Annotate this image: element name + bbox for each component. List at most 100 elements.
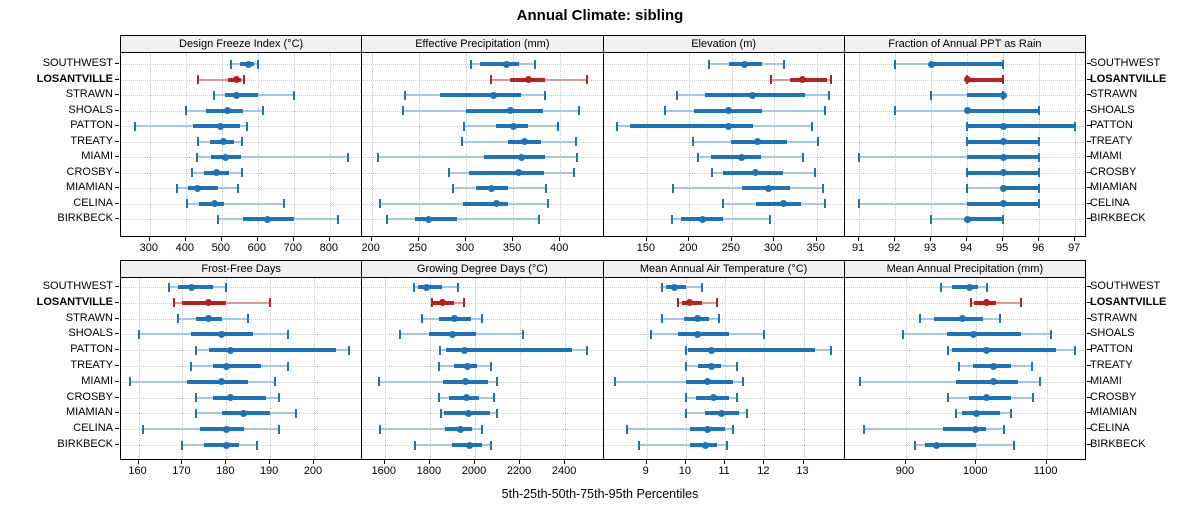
- median-dot-50th: [753, 138, 761, 145]
- median-dot-50th: [999, 184, 1007, 192]
- panel-plot-area: [843, 277, 1086, 460]
- cap-5th: [940, 282, 943, 292]
- row-label-left: CELINA: [73, 422, 113, 435]
- cap-95th: [586, 345, 589, 355]
- x-axis-tick-label: 180: [216, 465, 235, 477]
- median-dot-50th: [194, 184, 202, 192]
- cap-95th: [985, 282, 988, 292]
- interquartile-bar-25th-75th: [931, 62, 1004, 66]
- median-dot-50th: [506, 107, 514, 114]
- cap-95th: [490, 440, 493, 450]
- median-dot-50th: [999, 169, 1007, 176]
- vertical-gridline: [465, 53, 467, 236]
- interquartile-bar-25th-75th: [967, 108, 1040, 113]
- cap-5th: [626, 424, 629, 434]
- median-dot-50th: [457, 425, 465, 433]
- x-axis-tick-label: 1600: [371, 465, 397, 477]
- cap-5th: [914, 440, 917, 450]
- median-dot-50th: [701, 441, 709, 449]
- median-dot-50th: [717, 409, 725, 417]
- cap-95th: [830, 345, 833, 355]
- median-dot-50th: [463, 394, 471, 402]
- interquartile-bar-25th-75th: [967, 77, 1004, 82]
- y-axis-tick-left: [115, 333, 119, 335]
- x-axis-tick: [684, 460, 686, 464]
- row-label-right: PATTON: [1090, 119, 1133, 131]
- row-label-left: SHOALS: [68, 103, 113, 116]
- row-label-right: MIAMI: [1090, 374, 1122, 387]
- median-dot-50th: [515, 169, 523, 176]
- interquartile-bar-25th-75th: [789, 77, 827, 82]
- x-axis-tick: [269, 460, 271, 464]
- y-axis-tick-left: [115, 396, 119, 398]
- x-axis-tick: [417, 237, 419, 241]
- median-dot-50th: [487, 184, 495, 192]
- vertical-gridline: [384, 278, 386, 459]
- median-dot-50th: [989, 378, 997, 386]
- median-dot-50th: [999, 122, 1007, 130]
- row-label-left: BIRKBECK: [57, 438, 113, 450]
- median-dot-50th: [218, 330, 226, 338]
- cap-5th: [184, 106, 187, 115]
- y-axis-tick-right: [1087, 109, 1091, 111]
- vertical-gridline: [513, 53, 515, 236]
- cap-95th: [546, 199, 549, 208]
- interquartile-bar-25th-75th: [947, 332, 1022, 337]
- interquartile-bar-25th-75th: [629, 124, 753, 128]
- vertical-gridline: [1046, 278, 1048, 459]
- x-axis-tick-label: 160: [128, 465, 147, 477]
- y-axis-tick-right: [1087, 380, 1091, 382]
- median-dot-50th: [465, 409, 473, 417]
- median-dot-50th: [187, 283, 195, 291]
- cap-5th: [190, 361, 193, 371]
- x-axis-tick: [519, 460, 521, 464]
- x-axis-tick: [773, 237, 775, 241]
- interquartile-bar-25th-75th: [213, 364, 262, 368]
- median-dot-50th: [966, 283, 974, 291]
- cap-95th: [545, 183, 547, 193]
- interquartile-bar-25th-75th: [1003, 186, 1040, 190]
- row-label-left: STRAWN: [65, 88, 113, 100]
- horizontal-gridline: [362, 79, 602, 81]
- cap-95th: [1019, 298, 1022, 308]
- cap-95th: [225, 282, 228, 292]
- cap-5th: [413, 282, 416, 292]
- cap-5th: [439, 345, 442, 355]
- row-label-right: STRAWN: [1090, 88, 1138, 100]
- cap-95th: [745, 408, 748, 418]
- vertical-gridline: [774, 53, 776, 236]
- y-axis-tick-left: [115, 218, 119, 219]
- cap-5th: [684, 408, 687, 418]
- cap-95th: [1030, 361, 1033, 371]
- horizontal-gridline: [362, 302, 602, 304]
- median-dot-50th: [999, 91, 1007, 99]
- cap-5th: [894, 106, 897, 115]
- cap-5th: [177, 314, 180, 324]
- cap-95th: [273, 377, 276, 387]
- cap-95th: [827, 90, 830, 100]
- cap-5th: [722, 199, 725, 208]
- interquartile-bar-25th-75th: [943, 427, 987, 432]
- vertical-gridline: [565, 278, 567, 459]
- x-axis-tick-label: 91: [852, 242, 865, 254]
- row-label-right: CELINA: [1090, 196, 1130, 209]
- x-axis-tick: [473, 460, 475, 464]
- cap-95th: [735, 393, 738, 403]
- x-axis-tick-label: 200: [361, 242, 380, 254]
- y-axis-tick-right: [1087, 94, 1091, 95]
- horizontal-gridline: [844, 172, 1084, 174]
- whisker-5th-95th: [859, 202, 1040, 205]
- panel-plot-area: [120, 277, 362, 460]
- y-axis-tick-right: [1087, 140, 1091, 142]
- median-dot-50th: [748, 91, 756, 99]
- vertical-gridline: [257, 53, 259, 236]
- y-axis-tick-right: [1087, 412, 1091, 414]
- cap-5th: [216, 214, 219, 224]
- median-dot-50th: [524, 76, 532, 83]
- cap-95th: [277, 393, 280, 403]
- median-dot-50th: [972, 425, 980, 433]
- cap-5th: [175, 183, 178, 193]
- interquartile-bar-25th-75th: [967, 217, 1004, 221]
- vertical-gridline: [270, 278, 272, 459]
- cap-5th: [684, 393, 687, 403]
